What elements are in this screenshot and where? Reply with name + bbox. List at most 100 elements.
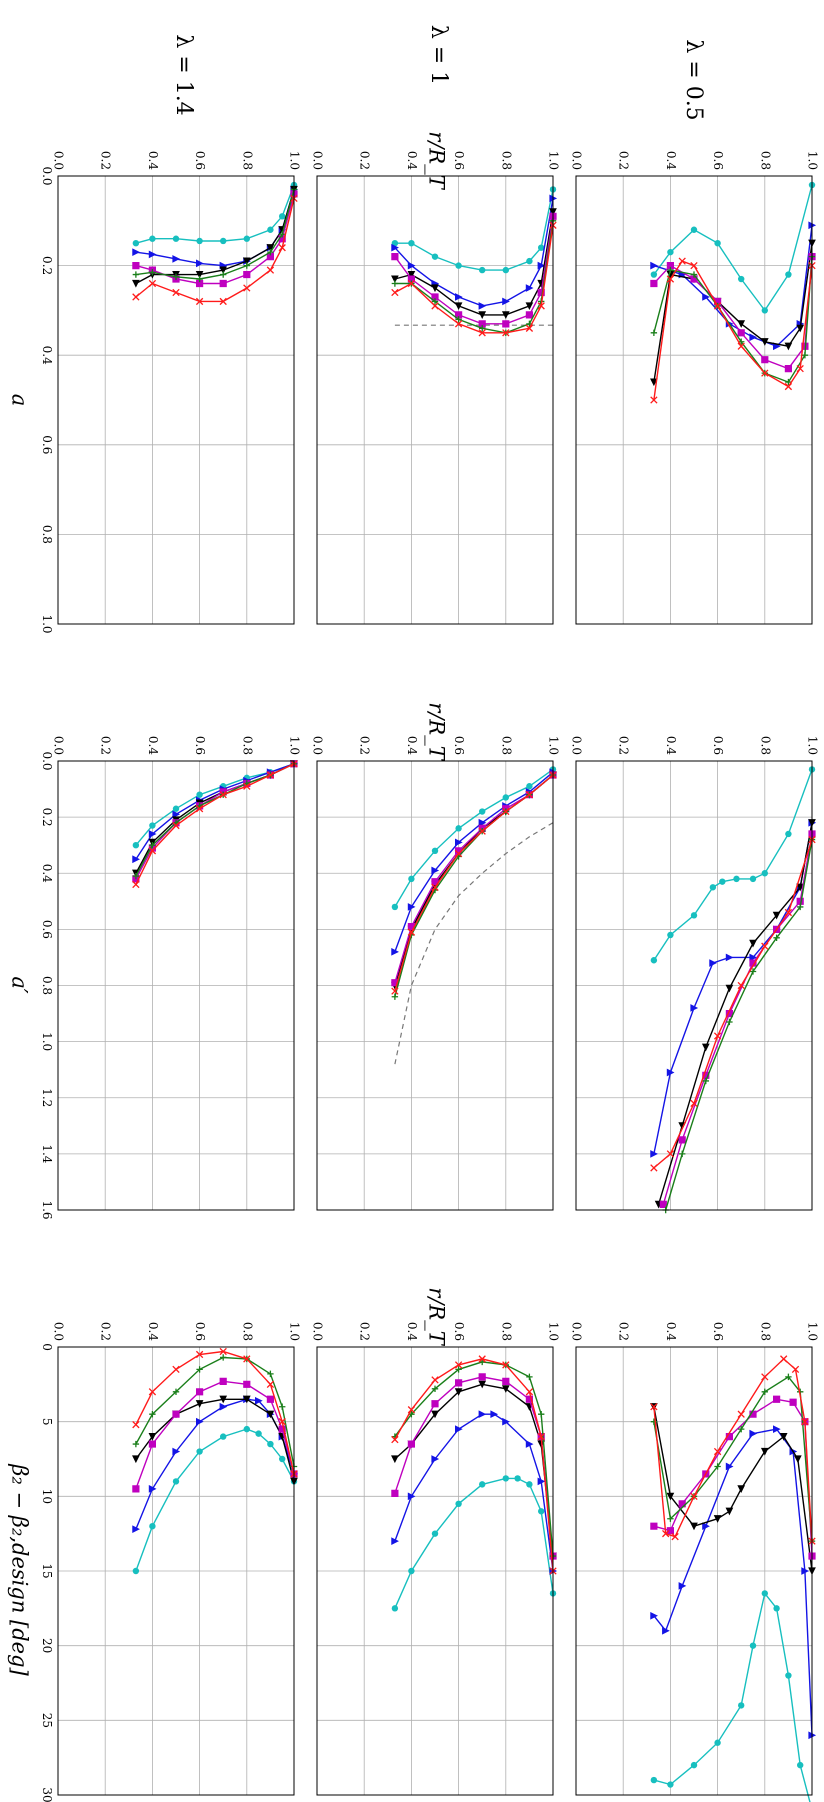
x-tick-label-text: 0.6: [711, 1322, 725, 1341]
panel-row0-col0: 0.0 0.2 0.4 0.6 0.8 1.0: [570, 151, 820, 625]
data-point-magenta: [659, 1200, 667, 1208]
data-point-blue: [255, 1396, 263, 1405]
data-point-blue: [132, 248, 140, 257]
data-point-cyan: [479, 266, 486, 274]
data-point-green: [431, 298, 439, 305]
data-point-green: [196, 275, 203, 283]
data-point-cyan: [279, 1455, 286, 1463]
x-tick-label-text: 0.2: [99, 736, 113, 755]
x-tick-label: 0.0: [311, 1322, 325, 1341]
series-line-blue: [653, 1428, 813, 1736]
data-point-green: [785, 1373, 792, 1381]
x-tick-label-text: 0.8: [240, 736, 254, 755]
y-tick-label: 1.0: [40, 1032, 54, 1051]
data-point-cyan: [690, 226, 698, 233]
data-point-blue: [148, 1485, 157, 1493]
x-tick-label-text: 1.0: [806, 1322, 820, 1341]
x-tick-label-text: 1.0: [288, 736, 302, 755]
y-tick-label: 1.2: [40, 1088, 54, 1107]
y-tick-label-text: 5: [40, 1418, 54, 1426]
data-point-blue: [773, 1425, 781, 1433]
data-point-black: [760, 1447, 769, 1456]
x-tick-label: 0.0: [311, 151, 325, 170]
x-tick-label-text: 0.6: [193, 736, 207, 755]
data-point-red: [431, 302, 439, 310]
data-point-blue: [196, 259, 204, 268]
data-point-magenta: [455, 311, 463, 319]
x-tick-label: 0.8: [758, 736, 772, 755]
data-point-red: [801, 1418, 809, 1426]
y-tick-label: 1.0: [40, 614, 54, 633]
x-tick-label-text: 0.0: [570, 736, 584, 755]
x-tick-label: 0.0: [570, 1322, 584, 1341]
data-point-red: [780, 1355, 788, 1363]
data-point-cyan: [391, 1605, 399, 1612]
data-point-green: [220, 1354, 227, 1361]
data-point-red: [454, 1361, 463, 1369]
data-point-black: [391, 275, 399, 284]
data-point-red: [431, 883, 439, 891]
data-point-blue: [391, 243, 399, 252]
data-point-green: [738, 1425, 745, 1433]
data-point-black: [431, 284, 439, 293]
data-point-magenta: [196, 279, 204, 288]
data-point-cyan: [650, 957, 658, 964]
data-point-cyan: [514, 1475, 521, 1482]
data-point-cyan: [149, 1523, 156, 1530]
data-point-blue: [650, 261, 658, 270]
x-tick-label: 1.0: [288, 736, 302, 755]
data-point-green: [773, 934, 780, 941]
data-point-red: [502, 1361, 510, 1369]
x-tick-label: 0.2: [358, 736, 372, 755]
x-tick-label: 1.0: [547, 736, 561, 755]
y-tick-label: 0.0: [40, 166, 54, 185]
data-point-magenta: [478, 320, 486, 328]
series-red: [650, 835, 816, 1172]
data-point-blue: [525, 1440, 534, 1448]
data-point-blue: [455, 293, 463, 301]
data-point-black: [784, 342, 793, 351]
data-point-black: [725, 1507, 734, 1516]
data-point-red: [502, 329, 510, 337]
data-point-cyan: [172, 805, 180, 812]
data-point-magenta: [737, 329, 745, 337]
data-point-cyan: [267, 226, 274, 233]
data-point-black: [725, 984, 734, 993]
data-point-blue: [391, 947, 399, 956]
data-point-cyan: [455, 825, 462, 832]
x-tick-label: 1.0: [547, 151, 561, 170]
data-point-green: [132, 1440, 140, 1448]
data-point-red: [195, 1350, 204, 1359]
y-tick-label-text: 0.4: [40, 346, 54, 365]
data-point-black: [391, 1455, 399, 1464]
data-point-black: [219, 1395, 228, 1404]
x-axis-label: r/R_T: [425, 702, 449, 761]
series-green: [391, 217, 557, 336]
data-point-cyan: [667, 931, 674, 939]
y-tick-label: 0: [40, 1343, 54, 1351]
data-point-red: [478, 1355, 486, 1363]
data-point-blue: [172, 255, 181, 263]
x-tick-label: 0.8: [499, 736, 513, 755]
x-tick-label: 1.0: [806, 151, 820, 170]
data-point-green: [220, 271, 227, 278]
data-point-black: [148, 1433, 157, 1441]
data-point-cyan: [408, 240, 415, 247]
data-point-green: [391, 280, 399, 287]
x-tick-label: 0.4: [405, 151, 419, 170]
data-point-red: [525, 324, 534, 332]
data-point-cyan: [172, 1478, 180, 1485]
data-point-red: [266, 771, 275, 779]
data-point-black: [132, 1455, 140, 1464]
data-point-cyan: [149, 235, 156, 242]
data-point-blue: [478, 1410, 487, 1419]
data-point-cyan: [255, 1430, 262, 1437]
x-tick-label: 0.2: [99, 1322, 113, 1341]
x-tick-label: 0.4: [664, 1322, 678, 1341]
data-point-red: [713, 1447, 722, 1456]
y-tick-label: 0.6: [40, 435, 54, 454]
panel-frame: [575, 1346, 813, 1796]
data-point-red: [678, 257, 686, 265]
x-tick-label-text: 1.0: [547, 1322, 561, 1341]
data-point-magenta: [455, 1379, 463, 1387]
